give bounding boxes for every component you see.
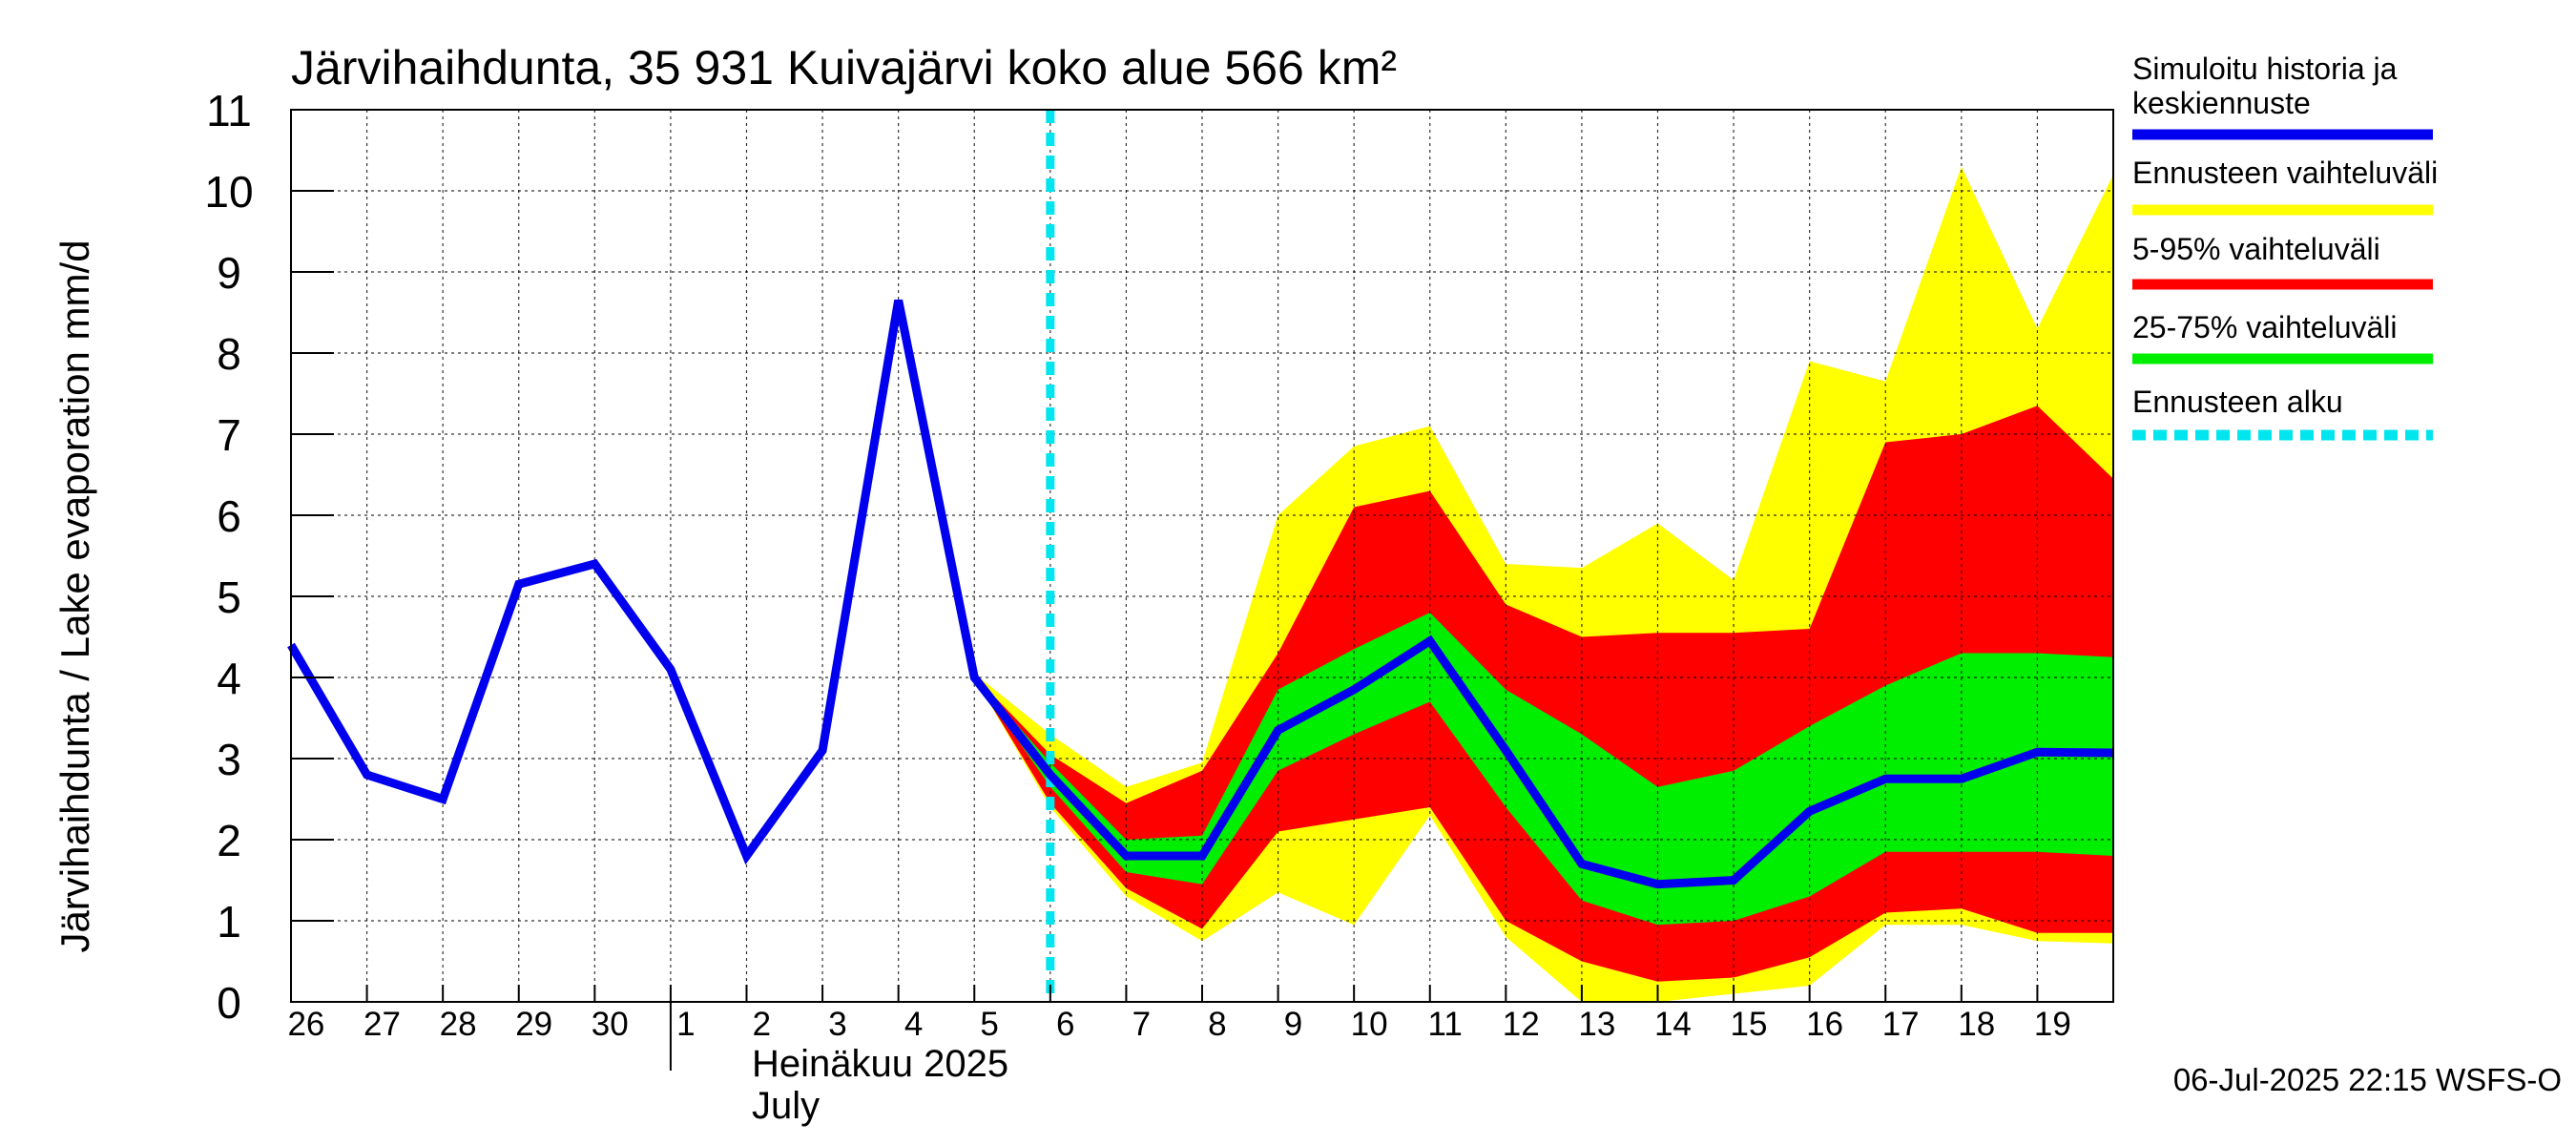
y-tick-label: 7 [217,410,241,460]
y-tick-labels: 0 1 2 3 4 5 6 7 8 9 10 11 [204,86,253,1028]
x-tick-label: 27 [364,1006,401,1043]
main-series-line [287,299,2114,889]
legend-label: Ennusteen alku [2132,385,2343,419]
x-tick-label: 30 [592,1006,629,1043]
y-tick-label: 5 [217,572,241,622]
legend-label: keskiennuste [2132,86,2311,120]
x-tick-labels: 26 27 28 29 30 1 2 3 4 5 6 7 8 9 10 11 12 13 14 15 16 17 18 19 [287,1006,2070,1043]
x-tick-label: 16 [1806,1006,1843,1043]
y-tick-label: 6 [217,491,241,541]
legend-label: 25-75% vaihteluväli [2132,310,2398,344]
x-tick-label: 18 [1958,1006,1995,1043]
chart-title: Järvihaihdunta, 35 931 Kuivajärvi koko a… [291,41,1397,94]
y-tick-label: 9 [217,248,241,298]
x-tick-label: 7 [1132,1006,1151,1043]
y-tick-label: 1 [217,897,241,947]
grid [291,110,2113,1002]
x-tick-label: 3 [828,1006,846,1043]
x-tick-label: 2 [753,1006,771,1043]
x-axis-month-label: Heinäkuu 2025 [752,1043,1008,1085]
legend-label: Ennusteen vaihteluväli [2132,156,2438,190]
x-tick-label: 15 [1731,1006,1768,1043]
x-tick-label: 12 [1503,1006,1540,1043]
x-tick-label: 11 [1427,1006,1462,1043]
x-tick-label: 13 [1578,1006,1615,1043]
y-axis-label: Järvihaihdunta / Lake evaporation mm/d [52,239,97,952]
band-3 [974,613,2113,926]
y-tick-label: 8 [217,329,241,379]
y-tick-label: 0 [217,978,241,1028]
x-tick-label: 9 [1284,1006,1302,1043]
x-tick-label: 28 [440,1006,477,1043]
legend-label: Simuloitu historia ja [2132,52,2398,86]
x-tick-label: 29 [515,1006,552,1043]
x-tick-label: 10 [1351,1006,1388,1043]
y-tick-label: 10 [204,167,253,217]
x-tick-label: 8 [1208,1006,1226,1043]
timestamp: 06-Jul-2025 22:15 WSFS-O [2173,1062,2562,1097]
y-tick-label: 2 [217,816,241,865]
x-tick-label: 17 [1882,1006,1920,1043]
x-tick-label: 4 [904,1006,923,1043]
x-tick-label: 1 [676,1006,695,1043]
x-tick-label: 14 [1654,1006,1692,1043]
axes [290,109,2114,1071]
legend-label: 5-95% vaihteluväli [2132,232,2380,266]
forecast-bands [974,166,2113,1002]
x-tick-label: 5 [980,1006,998,1043]
x-tick-label: 6 [1056,1006,1074,1043]
series-lines [287,110,2114,1002]
x-tick-label: 19 [2034,1006,2071,1043]
y-tick-label: 11 [206,86,252,135]
x-tick-label: 26 [287,1006,324,1043]
y-tick-label: 3 [217,735,241,784]
y-tick-label: 4 [217,654,241,703]
x-axis-month-label-en: July [752,1085,820,1127]
